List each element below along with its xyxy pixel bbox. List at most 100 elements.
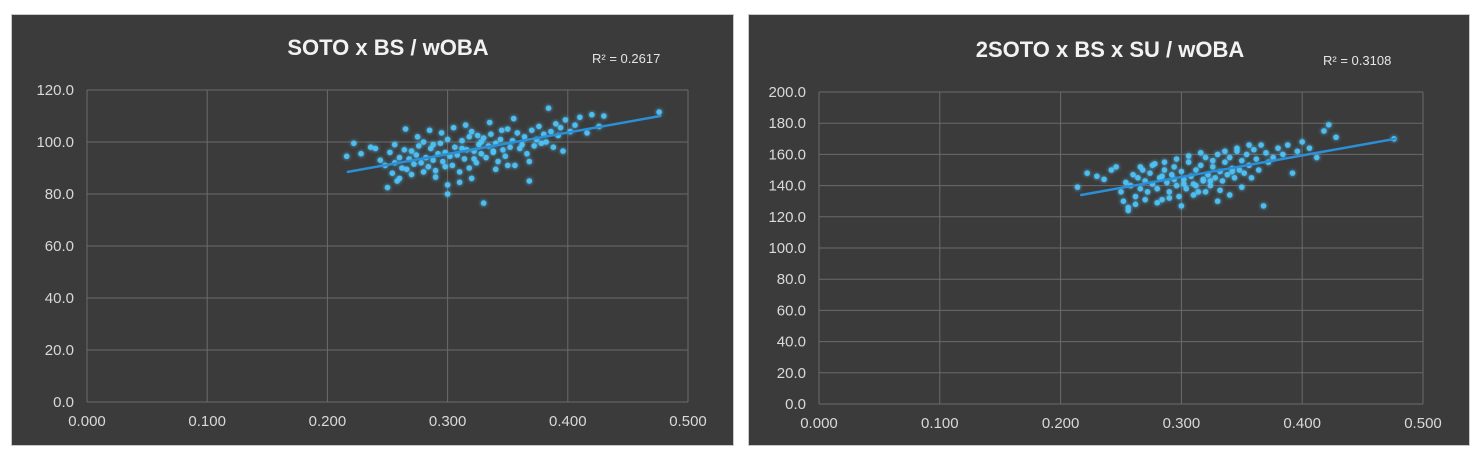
gridlines bbox=[818, 91, 1424, 405]
data-point bbox=[1258, 142, 1264, 148]
data-point bbox=[426, 127, 433, 134]
y-tick-label: 180.0 bbox=[768, 115, 806, 132]
data-point bbox=[504, 126, 511, 132]
x-tick-label: 0.200 bbox=[1042, 415, 1080, 432]
data-point bbox=[507, 144, 513, 150]
data-point bbox=[1217, 187, 1223, 194]
data-point bbox=[1173, 182, 1180, 189]
data-point bbox=[471, 156, 477, 162]
data-point bbox=[562, 117, 569, 123]
x-tick-label: 0.300 bbox=[429, 413, 467, 430]
chart-title: 2SOTO x BS x SU / wOBA bbox=[976, 37, 1245, 62]
data-point bbox=[391, 141, 398, 148]
data-point bbox=[1132, 193, 1139, 200]
data-point bbox=[488, 131, 494, 137]
data-point bbox=[495, 158, 501, 165]
data-point bbox=[1229, 168, 1235, 175]
data-point bbox=[543, 139, 549, 145]
data-point bbox=[1108, 167, 1115, 173]
data-point bbox=[1183, 185, 1190, 192]
data-point bbox=[1239, 157, 1245, 164]
data-point bbox=[1212, 175, 1219, 181]
data-point bbox=[450, 124, 457, 131]
data-point bbox=[1173, 156, 1180, 162]
data-point bbox=[1289, 170, 1296, 176]
data-point bbox=[420, 169, 427, 175]
data-point bbox=[418, 160, 424, 166]
data-point bbox=[589, 111, 595, 118]
data-point bbox=[1094, 173, 1100, 180]
y-tick-label: 20.0 bbox=[45, 342, 74, 359]
y-tick-label: 80.0 bbox=[777, 271, 806, 288]
data-point bbox=[415, 143, 422, 149]
data-point bbox=[536, 123, 542, 130]
data-point bbox=[1178, 168, 1185, 175]
data-point bbox=[1193, 167, 1199, 173]
gridlines bbox=[86, 89, 689, 403]
data-point bbox=[413, 152, 420, 158]
y-tick-label: 120.0 bbox=[36, 82, 74, 99]
data-point bbox=[432, 174, 439, 180]
data-point bbox=[439, 158, 446, 165]
data-point bbox=[572, 122, 578, 128]
data-point bbox=[1313, 154, 1320, 161]
data-point bbox=[478, 150, 485, 157]
data-point bbox=[1260, 203, 1267, 209]
data-point bbox=[1222, 159, 1228, 165]
data-point bbox=[1226, 154, 1233, 161]
data-point bbox=[519, 141, 525, 148]
data-point bbox=[1294, 148, 1301, 155]
data-point bbox=[343, 153, 350, 160]
y-tick-label: 60.0 bbox=[777, 302, 806, 319]
data-point bbox=[1195, 189, 1202, 195]
y-tick-label: 160.0 bbox=[768, 146, 806, 163]
data-point bbox=[526, 178, 533, 184]
data-point bbox=[1246, 142, 1252, 148]
x-tick-label: 0.200 bbox=[309, 413, 347, 430]
data-point bbox=[466, 165, 473, 171]
data-point bbox=[1137, 164, 1144, 170]
data-point bbox=[1074, 184, 1081, 190]
y-tick-label: 60.0 bbox=[45, 238, 74, 255]
data-point bbox=[1207, 178, 1214, 184]
chart-panel-soto-bs: SOTO x BS / wOBA R² = 0.2617 0.0 20.0 40.0… bbox=[11, 14, 734, 446]
data-point bbox=[1193, 182, 1199, 189]
data-point bbox=[510, 115, 517, 122]
y-tick-label: 100.0 bbox=[768, 240, 806, 257]
data-point bbox=[411, 161, 417, 167]
trendline bbox=[346, 114, 662, 174]
y-tick-label: 0.0 bbox=[785, 396, 806, 413]
data-point bbox=[442, 163, 448, 170]
x-tick-label: 0.000 bbox=[800, 415, 838, 432]
x-tick-label: 0.000 bbox=[68, 413, 106, 430]
r-squared-label: R² = 0.2617 bbox=[592, 51, 660, 66]
data-point bbox=[474, 132, 481, 139]
data-point bbox=[1224, 171, 1231, 178]
r-squared-label: R² = 0.3108 bbox=[1323, 53, 1391, 68]
data-point bbox=[396, 175, 403, 182]
data-point bbox=[1144, 189, 1151, 195]
data-point bbox=[1241, 170, 1248, 176]
y-tick-label: 120.0 bbox=[768, 209, 806, 226]
data-point bbox=[1231, 175, 1238, 181]
data-point bbox=[1135, 175, 1141, 181]
data-point bbox=[1306, 145, 1313, 151]
data-point bbox=[601, 113, 607, 119]
data-point bbox=[1166, 189, 1173, 195]
data-point bbox=[504, 162, 511, 169]
data-point bbox=[550, 144, 557, 150]
x-tick-label: 0.100 bbox=[921, 415, 959, 432]
data-point bbox=[462, 122, 469, 128]
data-point bbox=[1185, 153, 1192, 159]
data-point bbox=[560, 148, 566, 154]
data-point bbox=[444, 136, 451, 143]
data-point bbox=[492, 166, 499, 173]
data-point bbox=[1321, 128, 1327, 134]
data-point bbox=[1181, 181, 1187, 187]
y-tick-label: 140.0 bbox=[768, 178, 806, 195]
data-point bbox=[1214, 151, 1221, 158]
data-point bbox=[1263, 150, 1269, 156]
data-point bbox=[425, 163, 432, 170]
data-point bbox=[358, 150, 364, 157]
data-point bbox=[396, 154, 403, 161]
